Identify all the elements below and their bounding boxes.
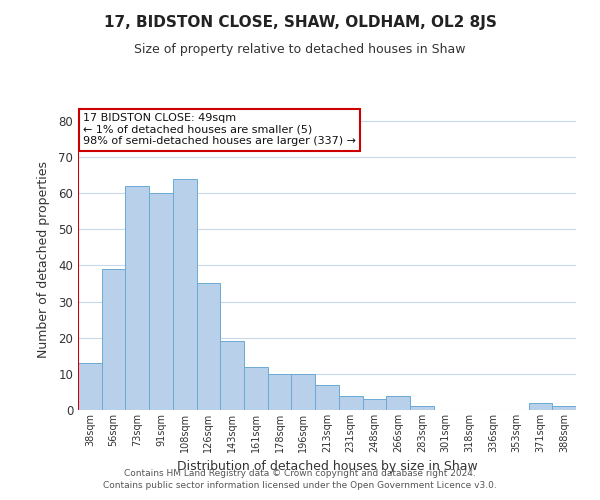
Bar <box>529 403 552 410</box>
Text: 17 BIDSTON CLOSE: 49sqm
← 1% of detached houses are smaller (5)
98% of semi-deta: 17 BIDSTON CLOSE: 49sqm ← 1% of detached… <box>83 113 356 146</box>
Bar <box>410 406 434 410</box>
Bar <box>125 186 149 410</box>
Text: Contains public sector information licensed under the Open Government Licence v3: Contains public sector information licen… <box>103 481 497 490</box>
Bar <box>552 406 576 410</box>
Bar <box>362 399 386 410</box>
Bar <box>339 396 362 410</box>
Bar <box>197 284 220 410</box>
Bar <box>102 269 125 410</box>
Bar <box>220 342 244 410</box>
Bar <box>292 374 315 410</box>
Text: Contains HM Land Registry data © Crown copyright and database right 2024.: Contains HM Land Registry data © Crown c… <box>124 468 476 477</box>
Text: Size of property relative to detached houses in Shaw: Size of property relative to detached ho… <box>134 42 466 56</box>
Text: 17, BIDSTON CLOSE, SHAW, OLDHAM, OL2 8JS: 17, BIDSTON CLOSE, SHAW, OLDHAM, OL2 8JS <box>104 15 496 30</box>
Bar <box>268 374 292 410</box>
X-axis label: Distribution of detached houses by size in Shaw: Distribution of detached houses by size … <box>176 460 478 473</box>
Bar <box>149 193 173 410</box>
Bar <box>386 396 410 410</box>
Bar <box>315 384 339 410</box>
Bar <box>78 363 102 410</box>
Bar <box>244 366 268 410</box>
Y-axis label: Number of detached properties: Number of detached properties <box>37 162 50 358</box>
Bar <box>173 178 197 410</box>
